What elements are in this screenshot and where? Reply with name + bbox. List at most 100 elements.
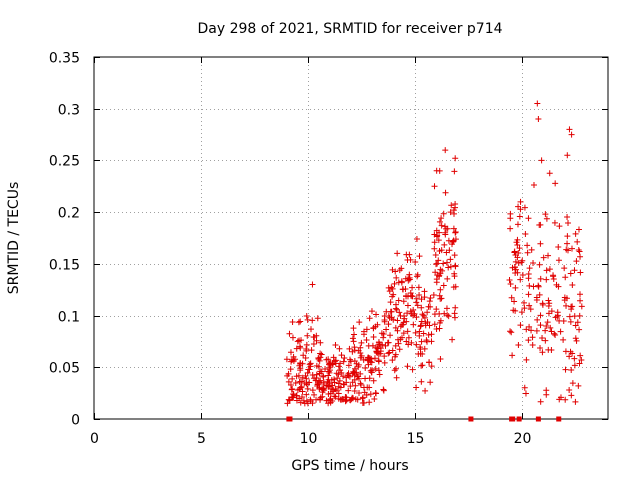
- data-point: [576, 248, 583, 255]
- data-point: [438, 247, 445, 254]
- data-point: [566, 313, 573, 320]
- data-point: [543, 322, 550, 329]
- data-point: [370, 334, 377, 341]
- data-point: [393, 274, 400, 281]
- data-point: [516, 213, 523, 220]
- data-point: [286, 330, 293, 337]
- data-point: [434, 232, 441, 239]
- data-point: [452, 228, 459, 235]
- data-point: [530, 283, 537, 290]
- data-point: [320, 379, 327, 386]
- data-point: [289, 375, 296, 382]
- data-point: [397, 312, 404, 319]
- data-point: [360, 328, 367, 335]
- data-point: [544, 319, 551, 326]
- data-point: [295, 372, 302, 379]
- data-point: [526, 302, 533, 309]
- data-point: [296, 386, 303, 393]
- data-point: [451, 273, 458, 280]
- data-point: [297, 318, 304, 325]
- data-point: [286, 397, 293, 404]
- data-point: [404, 256, 411, 263]
- data-point: [539, 349, 546, 356]
- data-point: [442, 189, 449, 196]
- data-point: [357, 370, 364, 377]
- data-point: [298, 393, 305, 400]
- data-point: [387, 299, 394, 306]
- data-point: [569, 281, 576, 288]
- x-tick-label: 15: [407, 431, 425, 447]
- data-point: [304, 400, 311, 407]
- data-point: [316, 385, 323, 392]
- data-point: [415, 350, 422, 357]
- data-point: [437, 355, 444, 362]
- data-point: [451, 210, 458, 217]
- data-point: [452, 229, 459, 236]
- data-point: [517, 206, 524, 213]
- data-point: [529, 334, 536, 341]
- data-point: [413, 384, 420, 391]
- data-point: [368, 369, 375, 376]
- zero-point: [516, 416, 522, 422]
- data-point: [438, 215, 445, 222]
- data-point: [369, 342, 376, 349]
- data-point: [536, 291, 543, 298]
- data-point: [381, 318, 388, 325]
- data-point: [529, 342, 536, 349]
- data-point: [522, 390, 529, 397]
- data-point: [560, 318, 567, 325]
- data-point: [349, 379, 356, 386]
- data-point: [442, 229, 449, 236]
- data-point: [335, 363, 342, 370]
- data-point: [540, 254, 547, 261]
- data-point: [358, 352, 365, 359]
- data-point: [296, 378, 303, 385]
- data-point: [565, 220, 572, 226]
- data-point: [413, 299, 420, 306]
- data-point: [309, 281, 316, 288]
- data-point: [512, 252, 519, 259]
- data-point: [433, 279, 440, 286]
- data-point: [325, 376, 332, 383]
- data-point: [434, 260, 441, 267]
- data-point: [318, 351, 325, 358]
- data-point: [545, 252, 552, 259]
- data-point: [347, 383, 354, 390]
- data-point: [419, 362, 426, 369]
- data-point: [389, 266, 396, 273]
- data-point: [392, 305, 399, 312]
- data-point: [569, 350, 576, 357]
- data-point: [296, 362, 303, 369]
- data-point: [432, 269, 439, 276]
- data-point: [326, 380, 333, 387]
- data-point: [431, 321, 438, 328]
- data-point: [283, 356, 290, 363]
- data-point: [511, 298, 518, 305]
- data-point: [440, 210, 447, 217]
- data-point: [428, 331, 435, 338]
- data-point: [572, 335, 579, 342]
- data-point: [426, 298, 433, 305]
- data-point: [550, 272, 557, 279]
- data-point: [400, 286, 407, 293]
- data-point: [443, 305, 450, 312]
- data-point: [571, 362, 578, 369]
- data-point: [537, 312, 544, 319]
- data-point: [572, 398, 579, 405]
- data-point: [517, 198, 524, 205]
- zero-point: [556, 416, 562, 422]
- data-point: [424, 319, 431, 326]
- data-point: [543, 267, 550, 274]
- data-point: [552, 314, 559, 321]
- data-point: [354, 396, 361, 403]
- data-point: [317, 350, 324, 357]
- data-point: [450, 284, 457, 291]
- data-point: [289, 334, 296, 341]
- data-point: [564, 233, 571, 240]
- data-point: [320, 372, 327, 379]
- data-point: [408, 339, 415, 346]
- data-point: [577, 352, 584, 359]
- data-point: [365, 361, 372, 368]
- data-point: [523, 326, 530, 333]
- data-point: [297, 399, 304, 406]
